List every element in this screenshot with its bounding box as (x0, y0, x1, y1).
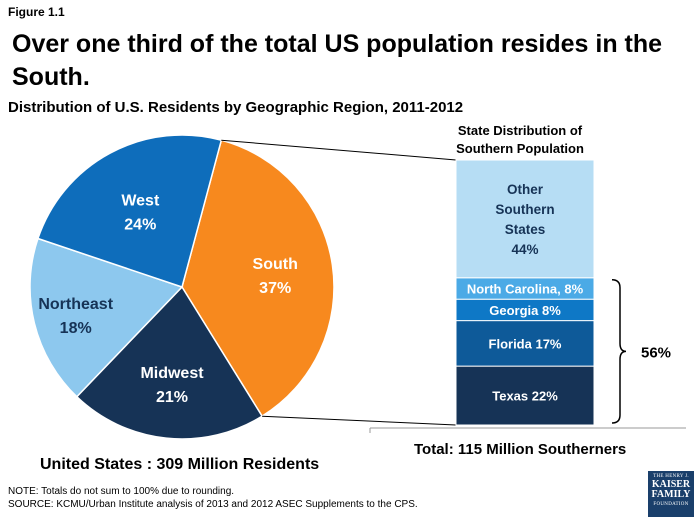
logo-line-4: FOUNDATION (653, 502, 689, 507)
stacked-bar-chart: Texas 22% Florida 17% Georgia 8% North Caro… (455, 159, 595, 426)
bar-chart-title: State Distribution of Southern Populatio… (440, 122, 600, 158)
kaiser-logo: THE HENRY J. KAISER FAMILY FOUNDATION (648, 471, 694, 517)
bar-segment-5 (455, 159, 595, 279)
bracket-label: 56% (641, 344, 671, 361)
bracket: 56% (611, 279, 671, 424)
pie-caption: United States : 309 Million Residents (40, 456, 320, 473)
figure-label: Figure 1.1 (8, 5, 65, 19)
pie-slice-midwest (75, 285, 264, 440)
bar-label-3: Georgia 8% (489, 303, 561, 318)
pie-chart: South 37% Midwest 21% Northeast 18% West 24% (29, 134, 335, 440)
bar-title-line-1: State Distribution of (457, 123, 583, 138)
logo-line-1: THE HENRY J. (653, 474, 689, 479)
bracket-path (611, 279, 627, 424)
note-text: NOTE: Totals do not sum to 100% due to r… (8, 486, 235, 497)
pie-label-west: West (121, 192, 160, 209)
pie-slice-northeast (29, 237, 184, 398)
bar-title-line-2: Southern Population (456, 141, 584, 156)
bar-segment-1 (455, 365, 595, 426)
pie-value-west: 24% (124, 216, 156, 233)
pie-slice-west (36, 134, 223, 288)
bar-segment-2 (455, 320, 595, 367)
logo-line-3: FAMILY (651, 489, 691, 500)
source-text: SOURCE: KCMU/Urban Institute analysis of… (8, 499, 418, 510)
bar-label-5-line-1: Other (507, 182, 544, 197)
pie-label-south: South (253, 256, 298, 273)
pie-value-northeast: 18% (60, 320, 92, 337)
pie-value-midwest: 21% (156, 389, 188, 406)
pie-label-midwest: Midwest (140, 365, 204, 382)
bar-label-5-line-4: 44% (511, 242, 538, 257)
bar-label-5-line-2: Southern (495, 202, 554, 217)
bar-label-4: North Carolina, 8% (467, 282, 584, 297)
bar-label-1: Texas 22% (492, 389, 558, 404)
bar-label-2: Florida 17% (489, 336, 562, 351)
connector-lines (221, 139, 686, 433)
connector-line-bottom (262, 415, 457, 426)
pie-chart-title: Distribution of U.S. Residents by Geogra… (8, 99, 464, 116)
logo-line-2: KAISER (651, 479, 691, 490)
bar-caption: Total: 115 Million Southerners (414, 441, 627, 458)
connector-line-top (221, 139, 457, 161)
headline: Over one third of the total US populatio… (12, 30, 663, 91)
pie-label-northeast: Northeast (38, 296, 113, 313)
pie-value-south: 37% (259, 280, 291, 297)
bar-label-5-line-3: States (505, 222, 546, 237)
